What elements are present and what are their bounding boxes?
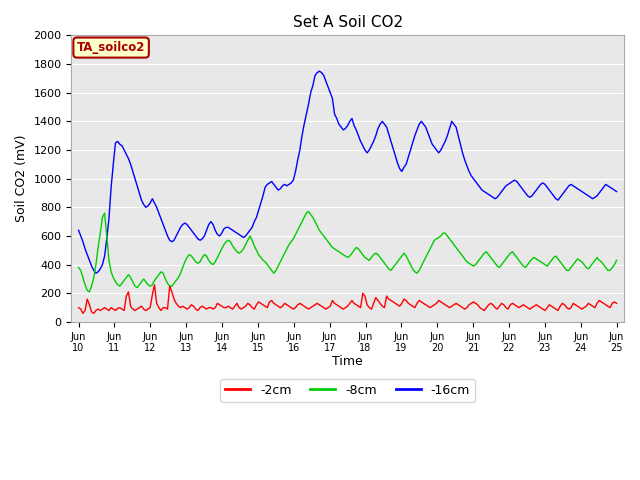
Title: Set A Soil CO2: Set A Soil CO2 bbox=[292, 15, 403, 30]
Text: TA_soilco2: TA_soilco2 bbox=[77, 41, 145, 54]
X-axis label: Time: Time bbox=[332, 355, 363, 368]
Legend: -2cm, -8cm, -16cm: -2cm, -8cm, -16cm bbox=[220, 379, 475, 402]
Y-axis label: Soil CO2 (mV): Soil CO2 (mV) bbox=[15, 135, 28, 222]
